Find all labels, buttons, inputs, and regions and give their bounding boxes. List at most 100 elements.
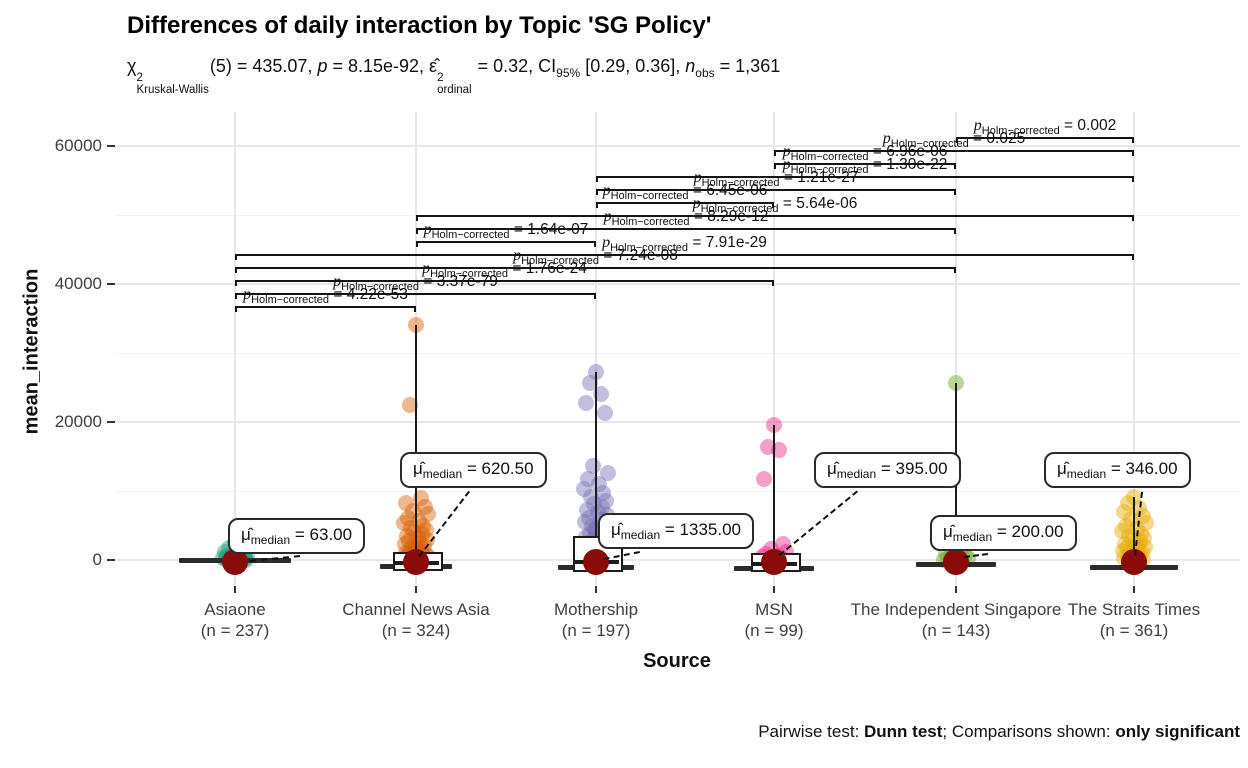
x-tick-line: The Straits Times bbox=[1067, 600, 1201, 619]
x-tick-line: Asiaone bbox=[204, 600, 266, 619]
x-tick-line: (n = 324) bbox=[381, 621, 451, 641]
median-label-part: μ̂ bbox=[241, 525, 251, 544]
p-label-part: p bbox=[513, 247, 522, 264]
x-tick-label: The Independent Singapore (n = 143) bbox=[851, 599, 1062, 642]
comparison-bar-tick bbox=[1132, 216, 1134, 221]
median-label-part: = 346.00 bbox=[1106, 459, 1178, 478]
p-value-label: pHolm−corrected = 7.91e-29 bbox=[602, 234, 767, 254]
p-label-part: Holm−corrected bbox=[521, 255, 600, 267]
data-point bbox=[775, 536, 791, 553]
comparison-bar-tick bbox=[956, 138, 958, 143]
y-tick-label: 60000 bbox=[54, 136, 102, 155]
data-point bbox=[1136, 530, 1152, 547]
data-point bbox=[401, 533, 417, 550]
gridline-major bbox=[115, 283, 1240, 285]
p-label-part: = 8.29e-12 bbox=[689, 208, 769, 225]
p-label-part: p bbox=[423, 221, 432, 238]
p-value-label: pHolm−corrected = 1.76e-24 bbox=[422, 260, 587, 280]
comparison-bar bbox=[416, 215, 1134, 217]
median-label-part: μ̂ bbox=[943, 522, 953, 541]
data-point bbox=[1123, 511, 1139, 528]
p-label-part: p bbox=[602, 234, 611, 251]
text-segment: χ bbox=[127, 56, 137, 76]
p-label-part: = 0.025 bbox=[968, 130, 1026, 147]
comparison-bar-tick bbox=[414, 307, 416, 312]
median-point bbox=[403, 549, 429, 575]
x-tick-mark bbox=[234, 586, 236, 593]
p-label-part: p bbox=[692, 195, 701, 212]
p-label-part: Holm−corrected bbox=[610, 242, 689, 254]
data-point bbox=[576, 480, 592, 497]
median-label-part: = 200.00 bbox=[992, 522, 1064, 541]
median-label-part: = 63.00 bbox=[290, 525, 353, 544]
x-tick-line: (n = 197) bbox=[561, 621, 631, 641]
data-point bbox=[581, 509, 597, 526]
x-tick-mark bbox=[415, 586, 417, 593]
p-label-part: = 5.64e-06 bbox=[778, 195, 858, 212]
p-label-part: Holm−corrected bbox=[431, 229, 510, 241]
p-value-label: pHolm−corrected = 1.64e-07 bbox=[424, 221, 589, 241]
comparison-bar-tick bbox=[954, 164, 956, 169]
text-segment: Dunn test bbox=[864, 722, 943, 741]
comparison-bar-tick bbox=[596, 203, 598, 208]
x-tick-line: (n = 361) bbox=[1099, 621, 1169, 641]
gridline-vertical bbox=[595, 112, 597, 585]
data-point bbox=[420, 506, 436, 523]
median-label-part: μ̂ bbox=[827, 459, 837, 478]
p-label-part: = 1.21e-27 bbox=[779, 169, 859, 186]
p-label-part: Holm−corrected bbox=[611, 216, 690, 228]
x-tick-line: (n = 143) bbox=[921, 621, 991, 641]
data-point bbox=[771, 442, 787, 459]
comparison-bar-tick bbox=[416, 242, 418, 247]
p-label-part: p bbox=[422, 260, 431, 277]
median-label-part: μ̂ bbox=[611, 520, 621, 539]
comparison-bar bbox=[596, 202, 774, 204]
data-point bbox=[1133, 525, 1149, 542]
p-label-part: = 1.64e-07 bbox=[509, 221, 589, 238]
data-point bbox=[600, 465, 616, 482]
comparison-bar-tick bbox=[954, 190, 956, 195]
comparison-bar-tick bbox=[235, 268, 237, 273]
gridline-major bbox=[115, 559, 1240, 561]
plot-subtitle: χ 2 Kruskal-Wallis (5) = 435.07, p = 8.15e-… bbox=[127, 56, 780, 96]
comparison-bar bbox=[235, 254, 1134, 256]
y-tick-mark bbox=[107, 421, 115, 423]
median-label: μ̂median = 620.50 bbox=[400, 452, 547, 488]
median-label-part: μ̂ bbox=[413, 459, 423, 478]
comparison-bar-tick bbox=[235, 307, 237, 312]
comparison-bar-tick bbox=[594, 242, 596, 247]
p-label-part: p bbox=[603, 208, 612, 225]
data-point bbox=[1131, 499, 1147, 516]
data-point bbox=[418, 522, 434, 539]
data-point bbox=[410, 529, 426, 546]
x-axis-title: Source bbox=[643, 650, 711, 672]
p-label-part: Holm−corrected bbox=[981, 125, 1060, 137]
comparison-bar-tick bbox=[954, 268, 956, 273]
comparison-bar bbox=[596, 189, 956, 191]
boxplot-whisker bbox=[415, 325, 417, 552]
comparison-bar-tick bbox=[772, 281, 774, 286]
median-label: μ̂median = 1335.00 bbox=[598, 513, 754, 549]
median-label: μ̂median = 63.00 bbox=[228, 518, 366, 554]
median-label-part: μ̂ bbox=[1057, 459, 1067, 478]
p-label-part: = 7.91e-29 bbox=[688, 234, 767, 251]
data-point bbox=[582, 375, 598, 392]
text-segment: Pairwise test: bbox=[758, 722, 865, 741]
text-segment: p bbox=[317, 56, 328, 76]
y-tick-mark bbox=[107, 559, 115, 561]
data-point bbox=[419, 531, 435, 548]
data-point bbox=[417, 498, 433, 515]
p-value-label: pHolm−corrected = 0.002 bbox=[974, 117, 1116, 137]
p-label-part: p bbox=[973, 117, 982, 134]
p-label-part: p bbox=[602, 182, 611, 199]
data-point bbox=[580, 470, 596, 487]
comparison-bar-tick bbox=[774, 151, 776, 156]
data-point bbox=[1114, 523, 1130, 540]
p-value-label: pHolm−corrected = 3.37e-79 bbox=[333, 273, 498, 293]
data-point bbox=[399, 528, 415, 545]
data-point bbox=[414, 526, 430, 543]
data-point bbox=[578, 395, 594, 412]
p-label-part: = 6.96e-06 bbox=[868, 143, 948, 160]
x-tick-mark bbox=[955, 586, 957, 593]
